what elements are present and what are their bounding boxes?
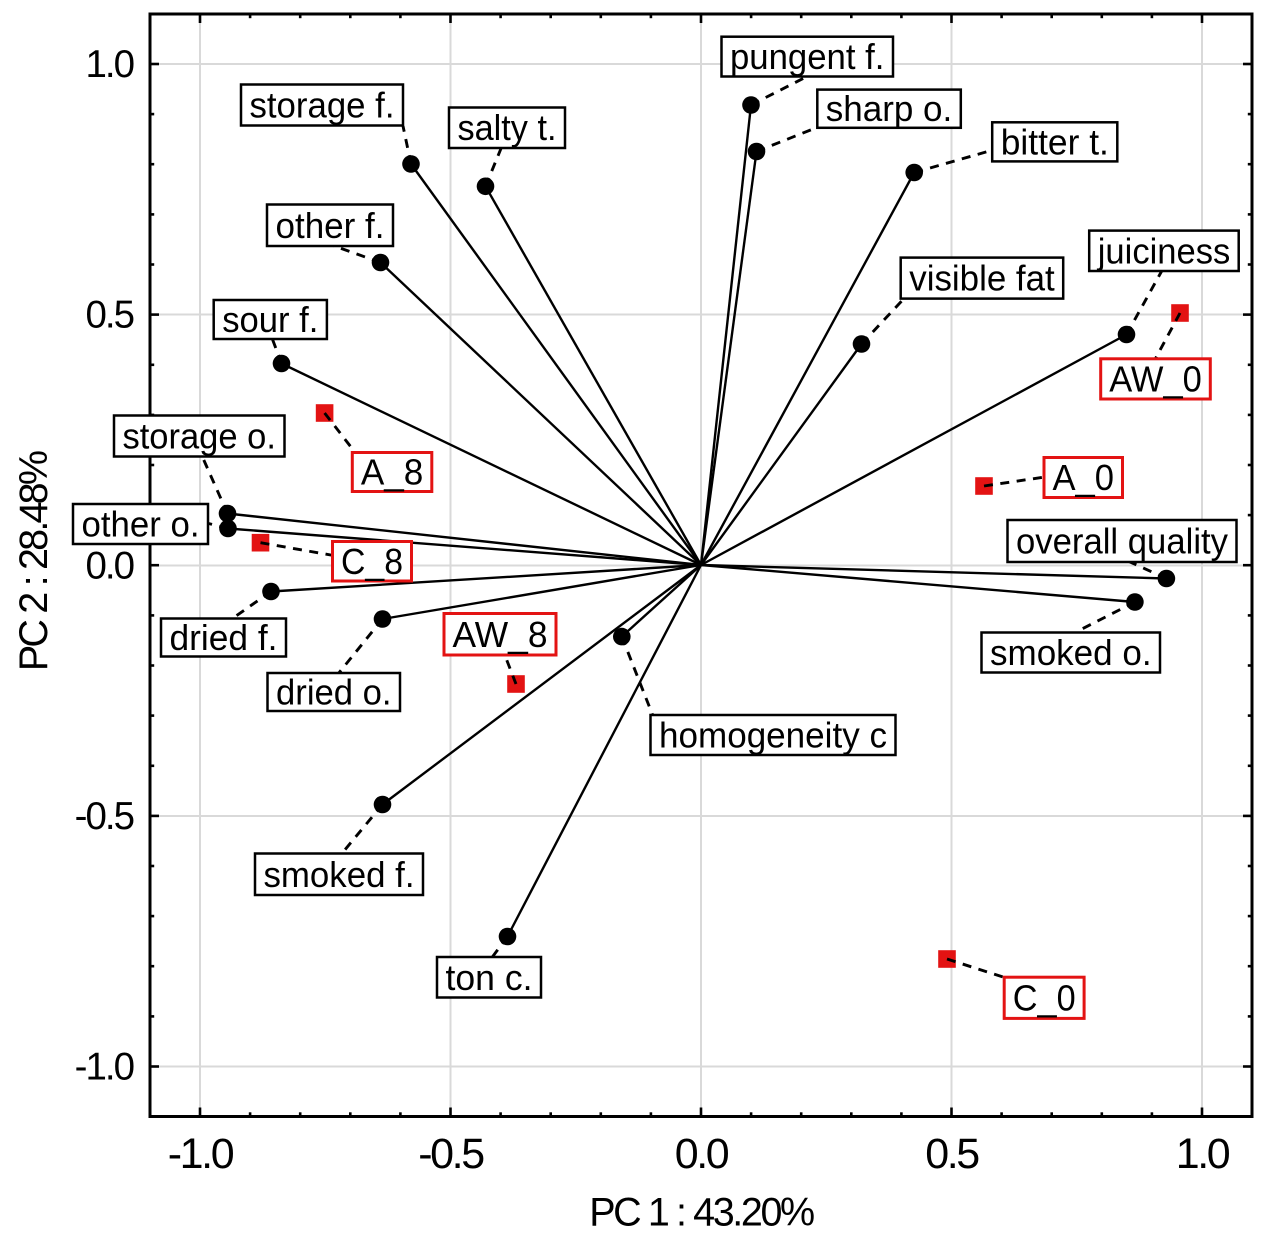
svg-text:0.0: 0.0 — [675, 1130, 729, 1178]
svg-text:homogeneity c: homogeneity c — [659, 715, 887, 756]
svg-text:-0.5: -0.5 — [75, 795, 134, 838]
svg-text:A_8: A_8 — [361, 452, 424, 493]
svg-text:AW_0: AW_0 — [1109, 358, 1202, 399]
svg-text:AW_8: AW_8 — [453, 614, 548, 655]
svg-text:juiciness: juiciness — [1097, 230, 1230, 271]
svg-text:storage f.: storage f. — [250, 85, 395, 126]
svg-text:salty t.: salty t. — [458, 107, 557, 148]
svg-text:sour f.: sour f. — [222, 299, 318, 340]
svg-text:ton c.: ton c. — [446, 957, 533, 998]
svg-text:dried f.: dried f. — [170, 617, 278, 658]
svg-text:C_8: C_8 — [341, 541, 403, 582]
svg-text:-1.0: -1.0 — [75, 1046, 134, 1089]
svg-text:C_0: C_0 — [1013, 977, 1076, 1018]
svg-text:PC 2 : 28.48%: PC 2 : 28.48% — [12, 451, 56, 671]
svg-text:pungent f.: pungent f. — [730, 36, 885, 77]
svg-text:other o.: other o. — [82, 504, 200, 545]
svg-text:smoked f.: smoked f. — [264, 854, 415, 895]
svg-text:PC 1 : 43.20%: PC 1 : 43.20% — [589, 1191, 814, 1235]
svg-text:1.0: 1.0 — [85, 43, 133, 86]
svg-text:0.5: 0.5 — [925, 1130, 979, 1178]
svg-text:dried o.: dried o. — [276, 672, 392, 713]
svg-text:smoked o.: smoked o. — [990, 632, 1152, 673]
svg-text:visible fat: visible fat — [909, 258, 1055, 299]
svg-text:bitter t.: bitter t. — [1001, 121, 1109, 162]
svg-text:-0.5: -0.5 — [418, 1130, 484, 1178]
svg-text:0.0: 0.0 — [85, 545, 133, 588]
svg-text:storage o.: storage o. — [122, 416, 276, 457]
svg-text:sharp o.: sharp o. — [826, 88, 953, 129]
svg-text:overall quality: overall quality — [1016, 521, 1228, 562]
svg-text:A_0: A_0 — [1052, 457, 1114, 498]
svg-text:0.5: 0.5 — [85, 294, 133, 337]
svg-text:1.0: 1.0 — [1176, 1130, 1230, 1178]
svg-text:-1.0: -1.0 — [168, 1130, 234, 1178]
svg-text:other f.: other f. — [276, 205, 385, 246]
